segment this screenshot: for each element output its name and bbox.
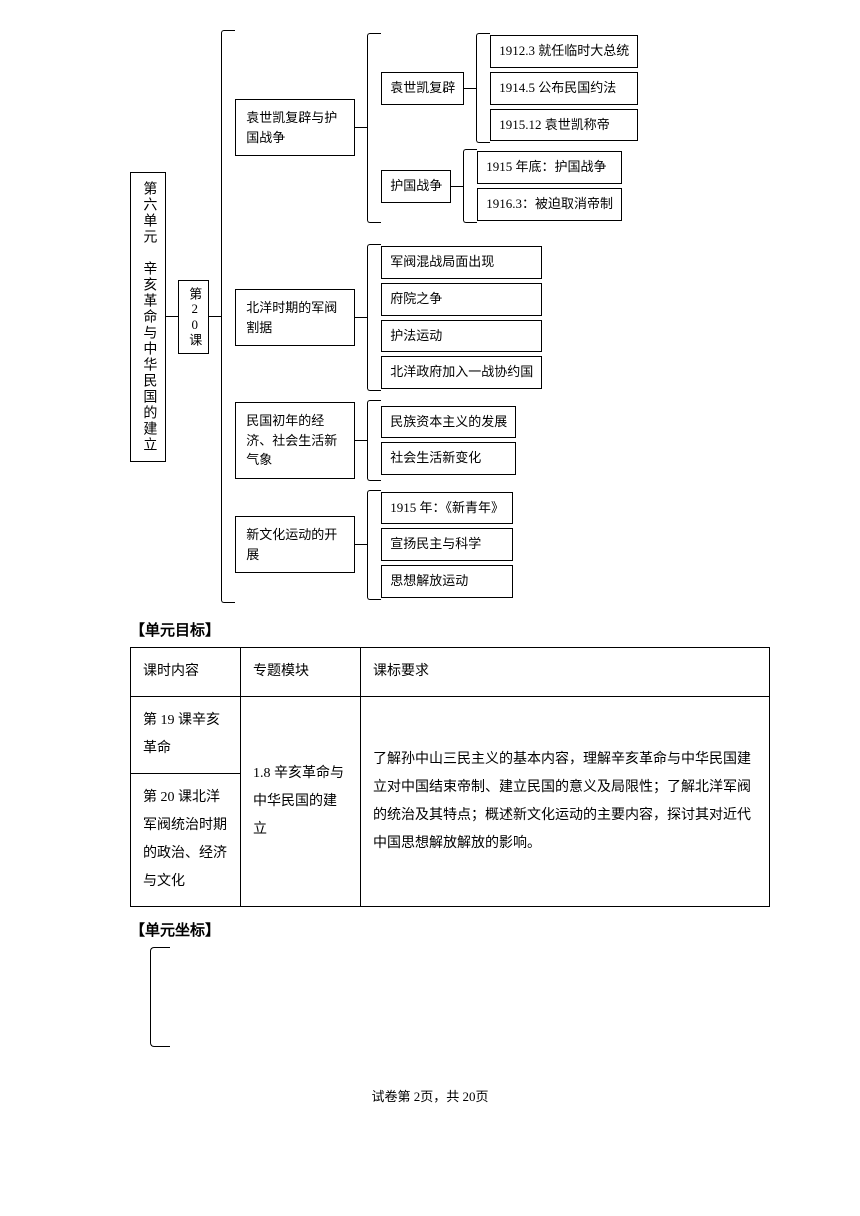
leaf: 民族资本主义的发展 (381, 406, 516, 439)
section-1: 袁世凯复辟与护国战争 袁世凯复辟 1912.3 就任临时大总统 1914.5 公… (235, 33, 638, 223)
goals-table: 课时内容 专题模块 课标要求 第 19 课辛亥革命 1.8 辛亥革命与中华民国的… (130, 647, 770, 907)
sub-title: 袁世凯复辟 (381, 72, 464, 105)
sections-column: 袁世凯复辟与护国战争 袁世凯复辟 1912.3 就任临时大总统 1914.5 公… (235, 30, 638, 603)
leaf: 护法运动 (381, 320, 542, 353)
sub-title: 护国战争 (381, 170, 451, 203)
section-3: 民国初年的经济、社会生活新气象 民族资本主义的发展 社会生活新变化 (235, 400, 638, 481)
root-node: 第六单元 辛亥革命与中华民国的建立 (130, 172, 166, 462)
cell-lesson19: 第 19 课辛亥革命 (131, 697, 241, 774)
leaf: 1915 年：《新青年》 (381, 492, 513, 525)
coords-bracket (150, 947, 170, 1047)
leaf: 军阀混战局面出现 (381, 246, 542, 279)
table-header-row: 课时内容 专题模块 课标要求 (131, 648, 770, 697)
section-title: 新文化运动的开展 (235, 516, 355, 573)
section-title: 北洋时期的军阀割据 (235, 289, 355, 346)
section-title: 民国初年的经济、社会生活新气象 (235, 402, 355, 479)
page-footer: 试卷第 2页，共 20页 (60, 1087, 800, 1108)
leaf: 1912.3 就任临时大总统 (490, 35, 638, 68)
leaf: 1915.12 袁世凯称帝 (490, 109, 638, 142)
table-row: 第 19 课辛亥革命 1.8 辛亥革命与中华民国的建立 了解孙中山三民主义的基本… (131, 697, 770, 774)
leaf: 1914.5 公布民国约法 (490, 72, 638, 105)
tree-diagram: 第六单元 辛亥革命与中华民国的建立 第20课 袁世凯复辟与护国战争 袁世凯复辟 … (130, 30, 800, 603)
leaf: 府院之争 (381, 283, 542, 316)
cell-lesson20: 第 20 课北洋军阀统治时期的政治、经济与文化 (131, 774, 241, 907)
leaf: 思想解放运动 (381, 565, 513, 598)
coords-heading: 【单元坐标】 (130, 919, 800, 943)
goals-heading: 【单元目标】 (130, 619, 800, 643)
cell-module: 1.8 辛亥革命与中华民国的建立 (241, 697, 361, 907)
subsection: 袁世凯复辟 1912.3 就任临时大总统 1914.5 公布民国约法 1915.… (381, 33, 638, 143)
leaf: 北洋政府加入一战协约国 (381, 356, 542, 389)
leaf: 1915 年底：护国战争 (477, 151, 622, 184)
leaf: 宣扬民主与科学 (381, 528, 513, 561)
section-2: 北洋时期的军阀割据 军阀混战局面出现 府院之争 护法运动 北洋政府加入一战协约国 (235, 244, 638, 391)
subsection: 护国战争 1915 年底：护国战争 1916.3：被迫取消帝制 (381, 149, 638, 223)
section-title: 袁世凯复辟与护国战争 (235, 99, 355, 156)
th-requirement: 课标要求 (361, 648, 770, 697)
th-module: 专题模块 (241, 648, 361, 697)
th-lesson: 课时内容 (131, 648, 241, 697)
cell-requirement: 了解孙中山三民主义的基本内容，理解辛亥革命与中华民国建立对中国结束帝制、建立民国… (361, 697, 770, 907)
leaf: 社会生活新变化 (381, 442, 516, 475)
lesson-node: 第20课 (178, 280, 209, 354)
leaf: 1916.3：被迫取消帝制 (477, 188, 622, 221)
section-4: 新文化运动的开展 1915 年：《新青年》 宣扬民主与科学 思想解放运动 (235, 490, 638, 600)
